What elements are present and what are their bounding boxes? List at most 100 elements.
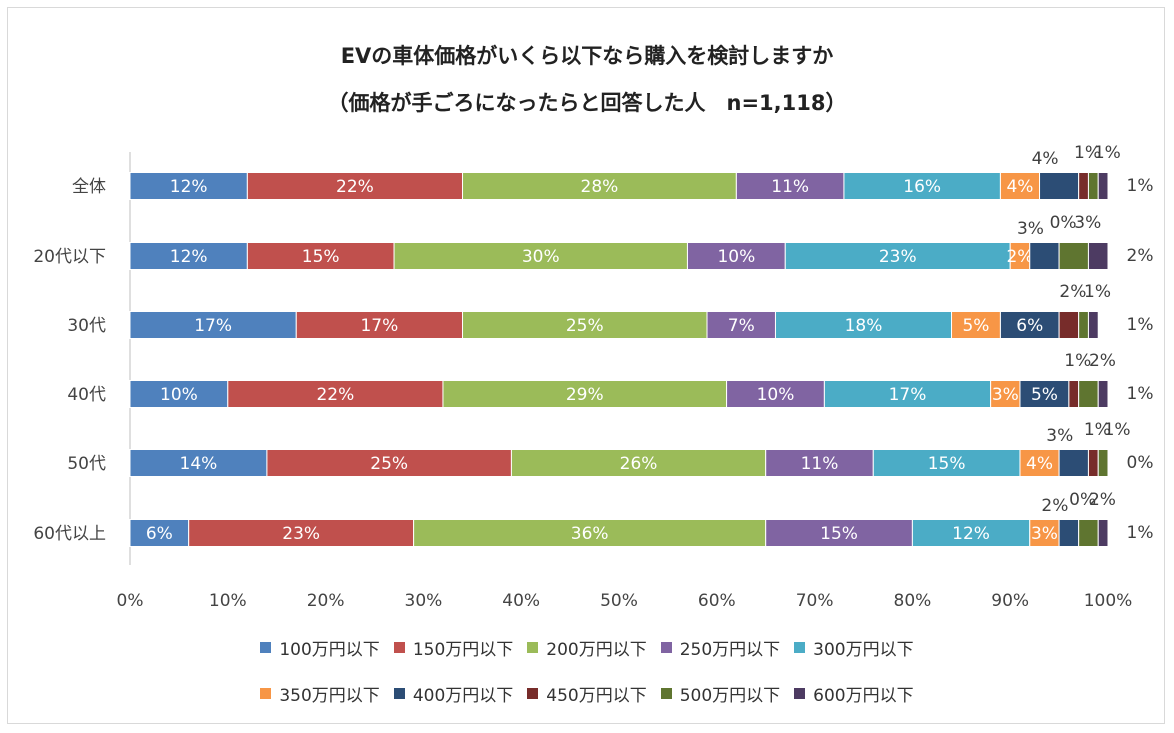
legend-swatch	[393, 688, 405, 699]
legend-label: 300万円以下	[813, 640, 914, 660]
x-tick-label: 30%	[405, 591, 443, 611]
data-label: 3%	[1074, 213, 1101, 233]
x-tick-label: 50%	[600, 591, 638, 611]
bar-segment	[227, 380, 444, 408]
legend-swatch	[660, 642, 672, 653]
legend-swatch	[393, 642, 405, 653]
legend-item: 400万円以下	[393, 681, 513, 706]
bar-segment	[1039, 172, 1080, 200]
category-label: 20代以下	[33, 247, 106, 267]
x-tick-label: 10%	[209, 591, 247, 611]
data-label: 15%	[302, 247, 340, 267]
bar-segment	[413, 519, 767, 547]
bar-segment	[1078, 172, 1089, 200]
legend-label: 100万円以下	[279, 640, 380, 660]
legend-label: 500万円以下	[679, 686, 781, 706]
bar-segment	[1078, 519, 1099, 547]
data-label: 1%	[1127, 523, 1154, 543]
x-tick-label: 80%	[894, 591, 932, 611]
bar-segment	[911, 519, 1031, 547]
bar-segment	[1078, 380, 1099, 408]
category-label: 60代以上	[33, 524, 106, 544]
bar-segment	[823, 380, 992, 408]
data-label: 7%	[728, 316, 755, 336]
data-label: 30%	[522, 247, 560, 267]
data-label: 26%	[620, 454, 658, 474]
data-label: 25%	[370, 454, 408, 474]
data-label: 12%	[170, 247, 208, 267]
bar-segment	[295, 311, 464, 339]
bar-segment	[129, 519, 190, 547]
legend-item: 600万円以下	[794, 681, 914, 706]
data-label: 6%	[1016, 316, 1043, 336]
x-tick-label: 20%	[307, 591, 345, 611]
data-label: 1%	[1127, 384, 1154, 404]
legend-swatch	[660, 688, 672, 699]
category-label: 30代	[67, 316, 106, 336]
data-label: 12%	[170, 177, 208, 197]
category-label: 40代	[67, 385, 106, 405]
data-label: 3%	[1046, 426, 1073, 446]
x-tick-label: 0%	[117, 591, 144, 611]
legend-swatch	[260, 688, 272, 699]
data-label: 10%	[717, 247, 755, 267]
data-label: 15%	[820, 524, 858, 544]
data-label: 2%	[1089, 351, 1116, 371]
data-label: 29%	[566, 385, 604, 405]
chart-frame	[7, 7, 1165, 724]
bar-segment	[726, 380, 825, 408]
data-label: 1%	[1074, 143, 1101, 163]
data-label: 0%	[1127, 453, 1154, 473]
data-label: 23%	[879, 247, 917, 267]
bar-segment	[1058, 311, 1080, 339]
legend-item: 500万円以下	[660, 681, 781, 706]
bar-segment	[129, 380, 229, 408]
x-tick-label: 90%	[991, 591, 1029, 611]
bar-segment	[765, 519, 913, 547]
data-label: 2%	[1041, 496, 1068, 516]
bar-segment	[462, 311, 708, 339]
bar-segment	[462, 172, 737, 200]
data-label: 4%	[1006, 177, 1033, 197]
data-label: 36%	[571, 524, 609, 544]
data-label: 10%	[757, 385, 795, 405]
bar-segment	[1087, 311, 1099, 339]
data-label: 22%	[336, 177, 374, 197]
data-label: 5%	[962, 316, 989, 336]
chart-title: EVの車体価格がいくら以下なら購入を検討しますか	[340, 44, 834, 68]
data-label: 4%	[1026, 454, 1053, 474]
data-label: 12%	[952, 524, 990, 544]
data-label: 2%	[1089, 490, 1116, 510]
bar-segment	[1097, 380, 1109, 408]
data-label: 17%	[194, 316, 232, 336]
bar-segment	[1029, 242, 1060, 270]
bar-segment	[1097, 519, 1109, 547]
data-label: 16%	[903, 177, 941, 197]
data-label: 2%	[1127, 246, 1154, 266]
legend-item: 450万円以下	[527, 681, 647, 706]
bar-segment	[1058, 519, 1080, 547]
bar-segment	[1087, 172, 1099, 200]
data-label: 1%	[1104, 420, 1131, 440]
bar-segment	[999, 311, 1060, 339]
legend-item: 250万円以下	[660, 635, 780, 660]
data-label: 11%	[771, 177, 809, 197]
data-label: 22%	[316, 385, 354, 405]
data-label: 5%	[1031, 385, 1058, 405]
bar-segment	[129, 172, 248, 200]
data-label: 2%	[1059, 282, 1086, 302]
data-label: 0%	[1069, 490, 1096, 510]
data-label: 1%	[1094, 143, 1121, 163]
legend-item: 200万円以下	[527, 635, 647, 660]
data-label: 28%	[581, 177, 619, 197]
legend-row-2: 350万円以下 400万円以下 450万円以下 500万円以下 600万円以下	[0, 681, 1174, 706]
bar-segment	[1097, 172, 1109, 200]
data-label: 1%	[1127, 315, 1154, 335]
data-label: 1%	[1064, 351, 1091, 371]
data-label: 17%	[360, 316, 398, 336]
legend-swatch	[794, 642, 806, 653]
bar-segment	[246, 172, 464, 200]
legend-item: 150万円以下	[393, 635, 513, 660]
bar-segment	[843, 172, 1001, 200]
